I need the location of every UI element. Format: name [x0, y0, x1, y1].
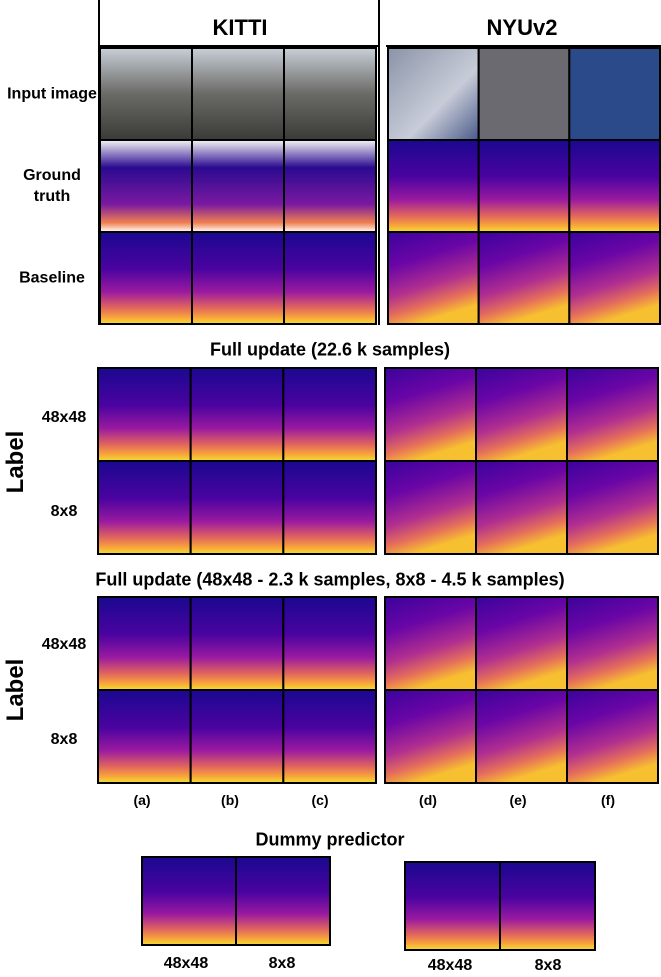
image-cell	[387, 47, 480, 141]
section-title: Dummy predictor	[255, 829, 405, 850]
image-cell	[475, 367, 568, 462]
image-cell	[387, 231, 480, 325]
image-cell	[568, 231, 661, 325]
image-cell	[475, 460, 568, 555]
column-letter: (b)	[221, 792, 239, 808]
image-cell	[566, 596, 659, 691]
image-cell	[189, 689, 285, 784]
image-cell	[282, 460, 378, 555]
image-cell	[191, 47, 285, 141]
image-cell	[97, 367, 192, 462]
image-cell	[235, 856, 331, 946]
image-cell	[477, 139, 571, 233]
image-cell	[99, 47, 193, 141]
side-label: Label	[2, 658, 29, 722]
side-label: Label	[2, 430, 29, 494]
image-cell	[566, 367, 659, 462]
row-label: 8x8	[50, 503, 78, 520]
image-cell	[568, 139, 661, 233]
image-cell	[97, 460, 192, 555]
column-letter: (f)	[601, 792, 615, 808]
image-cell	[566, 460, 659, 555]
image-cell	[477, 47, 571, 141]
row-label: 48x48	[41, 409, 87, 426]
image-cell	[475, 689, 568, 784]
row-label: Ground truth	[23, 167, 81, 205]
column-letter: (a)	[133, 792, 151, 808]
image-cell	[475, 596, 568, 691]
image-cell	[283, 231, 377, 325]
image-cell	[97, 596, 192, 691]
image-cell	[566, 689, 659, 784]
image-cell	[99, 139, 193, 233]
image-cell	[283, 139, 377, 233]
dummy-label: 48x48	[427, 957, 473, 974]
image-cell	[384, 367, 477, 462]
section-title: Full update (22.6 k samples)	[209, 339, 451, 360]
image-cell	[404, 861, 501, 951]
image-cell	[282, 596, 378, 691]
column-letter: (c)	[311, 792, 329, 808]
row-label: 8x8	[50, 731, 78, 748]
image-cell	[384, 689, 477, 784]
image-cell	[189, 460, 285, 555]
image-cell	[568, 47, 661, 141]
image-cell	[282, 689, 378, 784]
section-title: Full update (48x48 - 2.3 k samples, 8x8 …	[95, 569, 565, 590]
image-cell	[99, 231, 193, 325]
column-letter: (d)	[419, 792, 437, 808]
image-cell	[97, 689, 192, 784]
row-label: Baseline	[19, 269, 85, 287]
header: KITTI	[212, 15, 268, 40]
image-cell	[477, 231, 571, 325]
image-cell	[191, 231, 285, 325]
image-cell	[189, 367, 285, 462]
image-cell	[282, 367, 378, 462]
dummy-label: 8x8	[268, 955, 296, 972]
image-cell	[191, 139, 285, 233]
dummy-label: 48x48	[163, 955, 209, 972]
image-cell	[189, 596, 285, 691]
depth-maps	[97, 47, 661, 951]
column-letter: (e)	[509, 792, 527, 808]
header: NYUv2	[486, 15, 558, 40]
dummy-label: 8x8	[534, 957, 562, 974]
row-label: Input image	[7, 85, 97, 103]
row-label: 48x48	[41, 636, 87, 653]
image-cell	[384, 460, 477, 555]
image-cell	[387, 139, 480, 233]
image-cell	[384, 596, 477, 691]
image-cell	[283, 47, 377, 141]
image-cell	[141, 856, 237, 946]
image-cell	[499, 861, 596, 951]
